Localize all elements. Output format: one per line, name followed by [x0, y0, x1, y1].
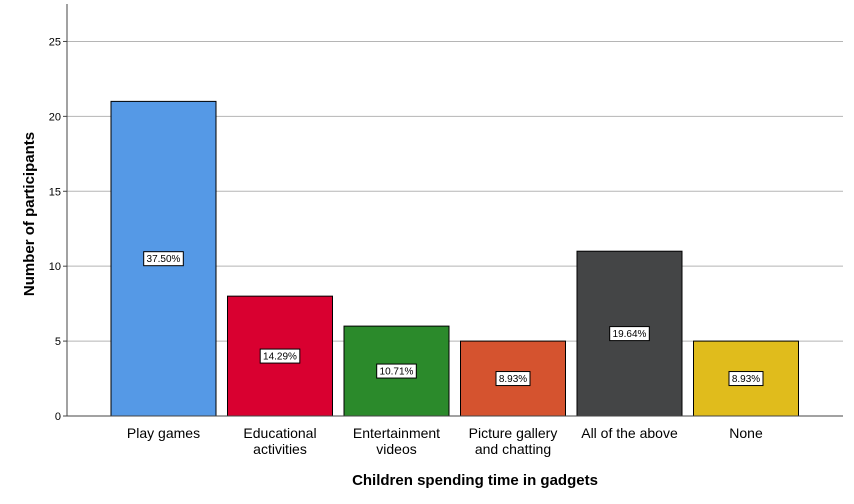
y-tick-label: 0 — [55, 411, 61, 423]
x-axis-title: Children spending time in gadgets — [352, 472, 598, 489]
data-label-box — [728, 371, 764, 387]
y-tick-label: 5 — [55, 336, 61, 348]
y-tick-label: 20 — [49, 111, 61, 123]
category-label: Educational activities — [243, 425, 316, 457]
data-label: 8.93% — [499, 374, 527, 385]
y-axis-title: Number of participants — [21, 132, 38, 296]
y-tick-label: 25 — [49, 36, 61, 48]
y-tick-label: 10 — [49, 261, 61, 273]
data-label: 37.50% — [147, 254, 181, 265]
data-label-box — [259, 348, 301, 364]
data-label: 19.64% — [613, 329, 647, 340]
category-label: None — [729, 425, 763, 441]
bar — [693, 340, 799, 417]
category-label: Picture gallery and chatting — [469, 425, 558, 457]
data-label-box — [609, 326, 650, 342]
bars — [110, 100, 799, 417]
data-label-box — [495, 371, 531, 387]
y-axis-ticks: 0 5 10 15 20 25 — [49, 36, 67, 423]
data-label: 14.29% — [263, 352, 297, 363]
data-label: 8.93% — [732, 374, 760, 385]
data-labels: 37.50% 14.29% 10.71% 8.93% 19.64% 8.93% — [143, 251, 764, 387]
category-label: Entertainment videos — [353, 425, 440, 457]
category-label: Play games — [127, 425, 200, 441]
data-label: 10.71% — [380, 367, 414, 378]
category-label: All of the above — [581, 425, 678, 441]
y-tick-label: 15 — [49, 186, 61, 198]
data-label-box — [376, 363, 417, 379]
data-label-box — [143, 251, 184, 267]
category-labels: Play games Educational activities Entertain… — [127, 425, 763, 457]
